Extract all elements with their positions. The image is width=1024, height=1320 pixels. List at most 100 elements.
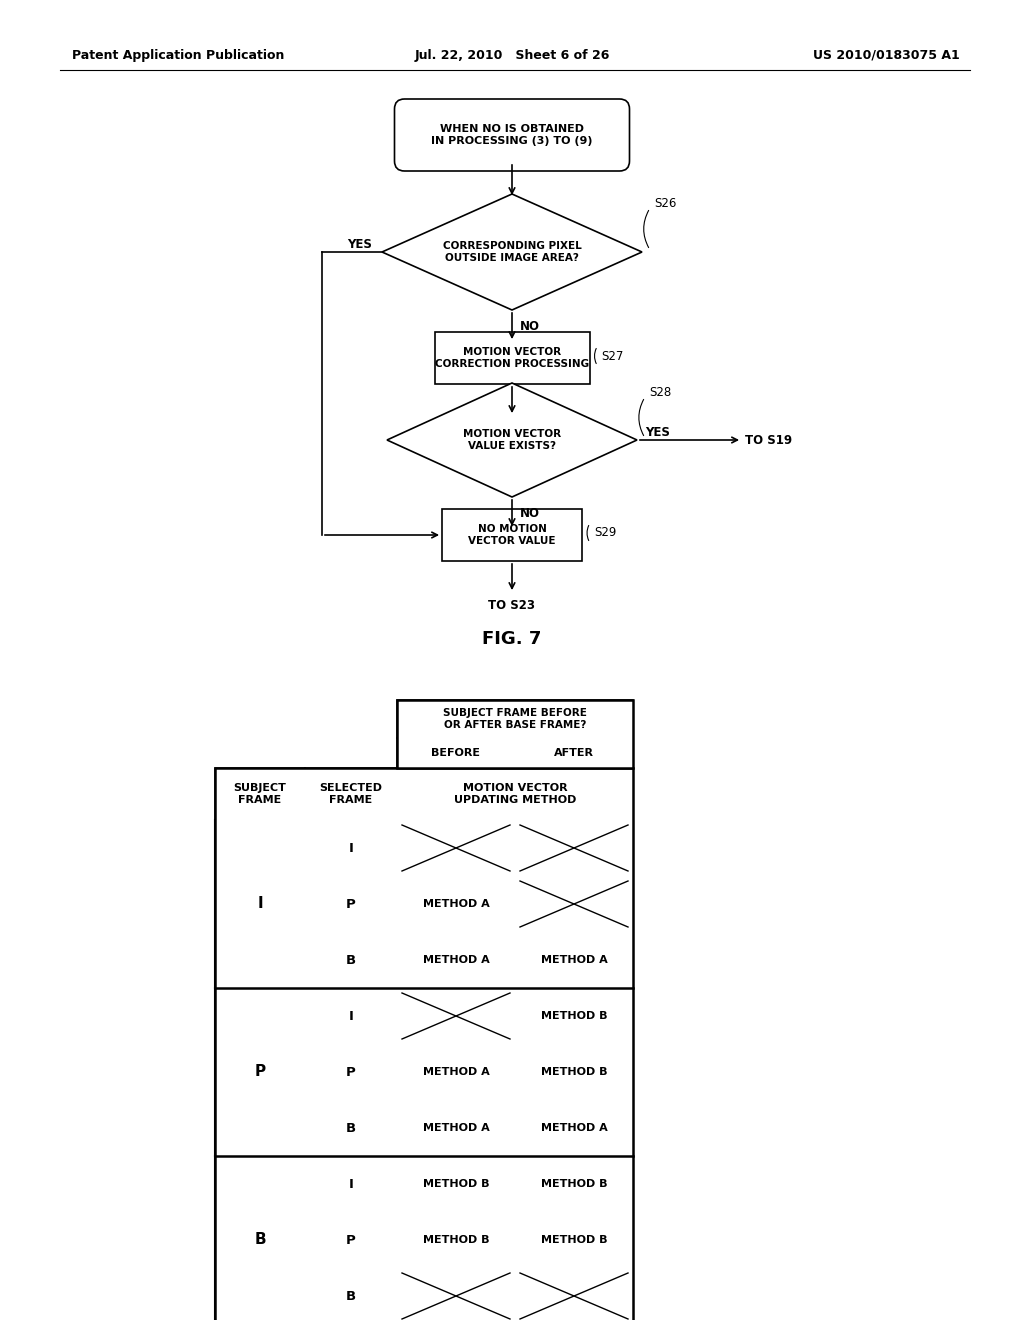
Bar (215, 932, 305, 987)
Bar (215, 1156, 305, 1320)
Text: Patent Application Publication: Patent Application Publication (72, 49, 285, 62)
Text: METHOD A: METHOD A (423, 954, 489, 965)
Bar (515, 1212, 633, 1269)
Bar (215, 768, 633, 1320)
Bar (215, 1044, 305, 1100)
Bar (434, 333, 590, 384)
Text: METHOD B: METHOD B (541, 1179, 607, 1189)
Bar (397, 820, 515, 876)
Bar (305, 987, 397, 1044)
Text: YES: YES (645, 425, 670, 438)
Bar (515, 738, 633, 768)
Bar (515, 820, 633, 876)
Text: METHOD A: METHOD A (541, 1123, 607, 1133)
Text: METHOD A: METHOD A (541, 954, 607, 965)
Text: FIG. 7: FIG. 7 (482, 630, 542, 648)
Bar (397, 876, 515, 932)
Bar (397, 700, 633, 768)
Text: Jul. 22, 2010   Sheet 6 of 26: Jul. 22, 2010 Sheet 6 of 26 (415, 49, 609, 62)
Polygon shape (387, 383, 637, 498)
Bar (397, 738, 515, 768)
Bar (515, 876, 633, 932)
Text: US 2010/0183075 A1: US 2010/0183075 A1 (813, 49, 961, 62)
Bar (215, 820, 305, 876)
Bar (215, 1269, 305, 1320)
Text: METHOD A: METHOD A (423, 1067, 489, 1077)
Text: METHOD B: METHOD B (423, 1179, 489, 1189)
Text: I: I (257, 896, 263, 912)
Bar (215, 1100, 305, 1156)
Bar (305, 932, 397, 987)
Bar (515, 1269, 633, 1320)
Text: SELECTED
FRAME: SELECTED FRAME (319, 783, 383, 805)
Bar (305, 768, 397, 820)
Bar (515, 1044, 633, 1100)
Bar (397, 1212, 515, 1269)
Text: NO: NO (520, 319, 540, 333)
Text: NO MOTION
VECTOR VALUE: NO MOTION VECTOR VALUE (468, 524, 556, 545)
Text: WHEN NO IS OBTAINED
IN PROCESSING (3) TO (9): WHEN NO IS OBTAINED IN PROCESSING (3) TO… (431, 124, 593, 145)
Bar (397, 1269, 515, 1320)
Text: B: B (346, 1122, 356, 1134)
Bar (397, 932, 515, 987)
Text: S26: S26 (654, 197, 677, 210)
Text: SUBJECT FRAME BEFORE
OR AFTER BASE FRAME?: SUBJECT FRAME BEFORE OR AFTER BASE FRAME… (443, 709, 587, 730)
Text: B: B (254, 1233, 266, 1247)
Text: S27: S27 (601, 350, 624, 363)
Text: B: B (346, 1290, 356, 1303)
Bar (215, 987, 305, 1044)
Bar (305, 1100, 397, 1156)
Text: MOTION VECTOR
UPDATING METHOD: MOTION VECTOR UPDATING METHOD (454, 783, 577, 805)
Bar (215, 1156, 305, 1212)
Bar (215, 820, 305, 987)
Text: METHOD B: METHOD B (423, 1236, 489, 1245)
Text: METHOD B: METHOD B (541, 1011, 607, 1020)
Bar (305, 1212, 397, 1269)
Bar (305, 1156, 397, 1212)
Bar (397, 768, 633, 820)
Text: S28: S28 (649, 385, 672, 399)
Bar (215, 768, 305, 820)
Text: I: I (348, 842, 353, 854)
Text: CORRESPONDING PIXEL
OUTSIDE IMAGE AREA?: CORRESPONDING PIXEL OUTSIDE IMAGE AREA? (442, 242, 582, 263)
Bar (215, 1212, 305, 1269)
Bar (305, 1269, 397, 1320)
Text: P: P (346, 1233, 356, 1246)
Text: P: P (254, 1064, 265, 1080)
Bar (397, 1100, 515, 1156)
Bar (515, 987, 633, 1044)
Text: P: P (346, 898, 356, 911)
Text: YES: YES (347, 238, 372, 251)
Polygon shape (382, 194, 642, 310)
Text: METHOD A: METHOD A (423, 899, 489, 909)
Bar (442, 510, 582, 561)
Text: MOTION VECTOR
VALUE EXISTS?: MOTION VECTOR VALUE EXISTS? (463, 429, 561, 451)
Text: METHOD A: METHOD A (423, 1123, 489, 1133)
Bar (397, 1044, 515, 1100)
Bar (215, 876, 305, 932)
Text: I: I (348, 1010, 353, 1023)
Text: METHOD B: METHOD B (541, 1236, 607, 1245)
Text: NO: NO (520, 507, 540, 520)
Text: P: P (346, 1065, 356, 1078)
Text: TO S23: TO S23 (488, 599, 536, 612)
Text: MOTION VECTOR
CORRECTION PROCESSING: MOTION VECTOR CORRECTION PROCESSING (435, 347, 589, 368)
Text: METHOD B: METHOD B (541, 1067, 607, 1077)
Bar (397, 987, 515, 1044)
FancyBboxPatch shape (394, 99, 630, 172)
Text: B: B (346, 953, 356, 966)
Bar (515, 932, 633, 987)
Text: BEFORE: BEFORE (431, 748, 480, 758)
Bar (515, 1100, 633, 1156)
Bar (305, 820, 397, 876)
Bar (397, 700, 633, 738)
Text: S29: S29 (594, 527, 616, 540)
Bar (305, 876, 397, 932)
Bar (215, 987, 305, 1156)
Bar (515, 1156, 633, 1212)
Bar (305, 1044, 397, 1100)
Text: I: I (348, 1177, 353, 1191)
Text: AFTER: AFTER (554, 748, 594, 758)
Bar (397, 1156, 515, 1212)
Text: TO S19: TO S19 (745, 433, 793, 446)
